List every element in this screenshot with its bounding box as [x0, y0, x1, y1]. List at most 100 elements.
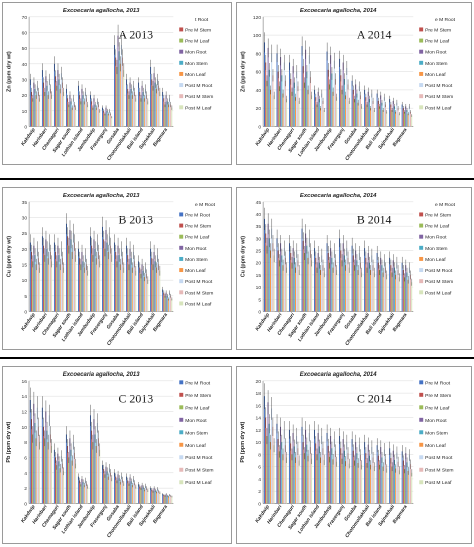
bar — [82, 95, 84, 127]
bar — [73, 452, 75, 504]
bar — [163, 292, 165, 312]
bar — [311, 95, 313, 127]
bar — [281, 75, 283, 127]
bar — [95, 258, 97, 312]
bar — [292, 248, 294, 312]
y-tick-label: 40 — [256, 212, 262, 218]
bar — [301, 228, 303, 312]
bar — [80, 264, 82, 312]
bar — [384, 104, 386, 127]
bar — [276, 53, 278, 127]
bar — [93, 419, 95, 504]
bar — [96, 101, 98, 127]
bar — [364, 89, 366, 127]
bar — [165, 494, 167, 504]
bar — [356, 93, 358, 127]
legend-swatch — [419, 455, 424, 460]
y-tick-label: 8 — [258, 452, 261, 458]
bar — [306, 71, 308, 127]
bar — [356, 453, 358, 504]
legend-label: Post M Root — [185, 279, 213, 285]
bar — [334, 260, 336, 312]
bar — [81, 478, 83, 504]
bar — [163, 495, 165, 504]
bar — [143, 489, 145, 504]
bar — [303, 453, 305, 504]
bar — [140, 273, 142, 312]
bar — [141, 264, 143, 312]
y-tick-label: 14 — [256, 416, 262, 422]
bar — [117, 245, 119, 312]
bar — [372, 265, 374, 312]
bar — [297, 260, 299, 312]
bar — [114, 242, 116, 312]
bar — [398, 277, 400, 312]
bar — [47, 95, 49, 127]
bar — [51, 95, 53, 127]
bar — [410, 464, 412, 504]
legend-label: t Root — [195, 17, 209, 23]
bar — [405, 265, 407, 312]
bar — [83, 485, 85, 504]
legend-label: Mon Leaf — [425, 257, 446, 263]
bar — [406, 272, 408, 312]
chart-c2014: Excoecaria agallocha, 2014 C 2014 0 2 4 6 8 10 1… — [240, 372, 453, 539]
bar — [36, 407, 38, 504]
bar — [34, 255, 36, 312]
bar — [96, 422, 98, 504]
bar — [367, 444, 369, 504]
bar — [305, 429, 307, 504]
bar — [384, 267, 386, 312]
legend-label: e M Root — [435, 202, 456, 208]
bar — [44, 92, 46, 127]
bar — [386, 468, 388, 504]
bar — [146, 95, 148, 127]
bar — [392, 100, 394, 127]
y-tick-label: 4 — [24, 471, 27, 477]
bar — [293, 446, 295, 504]
y-tick-label: 15 — [22, 262, 28, 268]
bar — [128, 483, 130, 504]
bar — [56, 261, 58, 312]
bar — [307, 89, 309, 127]
bar — [367, 252, 369, 312]
bar — [286, 457, 288, 504]
bar — [132, 251, 134, 312]
y-tick-label: 100 — [253, 33, 261, 39]
bar — [48, 415, 50, 504]
bar — [69, 438, 71, 504]
bar — [314, 429, 316, 504]
legend-swatch — [419, 49, 424, 54]
bar — [361, 464, 363, 504]
bar — [110, 472, 112, 504]
bar — [352, 89, 354, 127]
y-tick-label: 10 — [256, 440, 262, 446]
bar — [395, 468, 397, 504]
bar — [167, 298, 169, 312]
legend-swatch — [419, 268, 424, 273]
legend-swatch — [179, 27, 184, 32]
bar — [37, 92, 39, 127]
y-tick-label: 10 — [256, 285, 262, 291]
bar — [134, 482, 136, 504]
legend-label: Pre M Leaf — [425, 224, 450, 230]
bar — [348, 463, 350, 504]
bar — [134, 261, 136, 312]
bar — [284, 445, 286, 504]
legend-swatch — [179, 417, 184, 422]
bar — [373, 466, 375, 504]
y-tick-label: 25 — [22, 231, 28, 237]
y-tick-label: 6 — [258, 465, 261, 471]
bar — [119, 264, 121, 312]
bar — [326, 51, 328, 127]
bar — [309, 250, 311, 312]
bar — [41, 407, 43, 504]
legend-label: Mon Stem — [425, 430, 448, 436]
bar — [53, 63, 55, 127]
bar — [32, 434, 34, 504]
bar — [311, 458, 313, 504]
bar — [296, 71, 298, 127]
bar — [135, 98, 137, 127]
bar — [140, 488, 142, 504]
bar — [144, 267, 146, 312]
